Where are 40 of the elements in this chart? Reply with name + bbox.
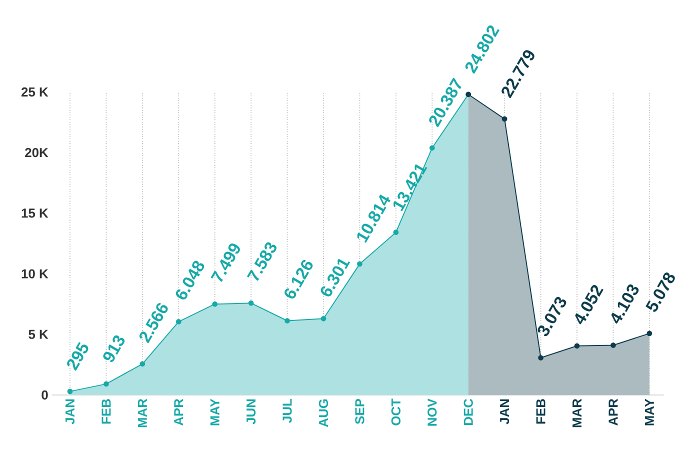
point [502, 116, 508, 122]
x-tick-label: NOV [428, 398, 437, 426]
point [429, 145, 435, 151]
x-tick-label: APR [174, 398, 184, 426]
x-tick-label: FEB [102, 399, 111, 424]
point [140, 361, 146, 367]
y-tick-label: 15 K [22, 208, 48, 218]
data-label: 913 [103, 335, 125, 362]
x-tick-label: MAR [572, 398, 582, 428]
x-tick-label: DEC [464, 398, 473, 426]
y-tick-label: 20K [25, 148, 48, 158]
point [248, 300, 254, 306]
x-tick-label: OCT [391, 398, 401, 426]
point [574, 343, 580, 349]
x-tick-label: MAY [210, 398, 220, 426]
x-tick-label: MAR [138, 398, 147, 428]
x-tick-label: JUN [246, 399, 256, 424]
x-tick-label: JAN [65, 399, 75, 424]
point [67, 388, 73, 394]
y-tick-label: 10 K [22, 269, 48, 278]
x-tick-label: JUL [282, 398, 292, 423]
point [357, 261, 362, 267]
point [646, 330, 652, 336]
x-tick-label: SEP [355, 398, 364, 424]
x-tick-label: APR [608, 398, 618, 426]
y-tick-label: 25 K [21, 87, 48, 97]
x-tick-label: FEB [536, 399, 546, 424]
point [284, 318, 290, 324]
point [393, 230, 399, 236]
point [538, 355, 544, 360]
y-tick-label: 5 K [28, 330, 48, 339]
point [176, 319, 182, 324]
point [104, 381, 109, 387]
x-tick-label: MAY [644, 398, 654, 426]
point [212, 301, 218, 307]
y-tick-label: 0 [42, 390, 48, 400]
x-tick-label: JAN [500, 399, 510, 424]
point [610, 342, 616, 348]
point [320, 316, 326, 322]
x-tick-label: AUG [318, 399, 328, 427]
